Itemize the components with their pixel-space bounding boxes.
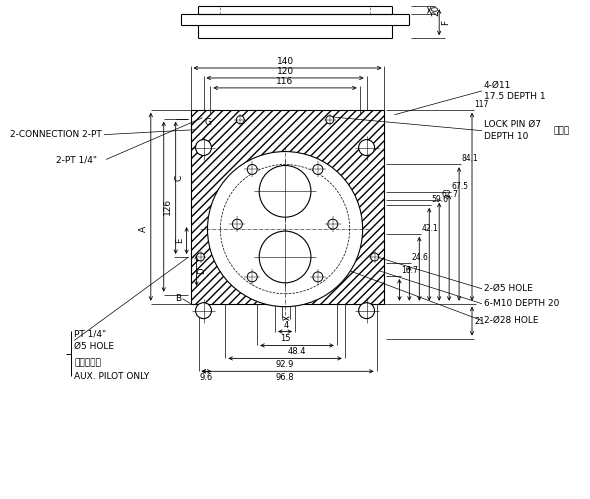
- Text: 84.1: 84.1: [461, 154, 478, 163]
- Bar: [191, 110, 385, 304]
- Circle shape: [313, 165, 323, 175]
- Text: 固定稊: 固定稊: [553, 126, 570, 135]
- Text: C: C: [174, 175, 183, 181]
- Text: 48.4: 48.4: [288, 347, 306, 356]
- Text: 輔助引導孔: 輔助引導孔: [74, 358, 101, 367]
- Text: 21: 21: [474, 316, 484, 326]
- Text: 16.7: 16.7: [401, 266, 418, 275]
- Text: 2-PT 1/4": 2-PT 1/4": [56, 155, 97, 164]
- Circle shape: [247, 165, 257, 175]
- Text: 2-Ø5 HOLE: 2-Ø5 HOLE: [484, 284, 533, 293]
- Text: 6-M10 DEPTH 20: 6-M10 DEPTH 20: [484, 299, 559, 308]
- Text: 4-Ø11: 4-Ø11: [484, 80, 512, 89]
- Circle shape: [359, 303, 375, 319]
- Text: 4: 4: [283, 320, 289, 330]
- Circle shape: [237, 116, 244, 124]
- Text: 96.8: 96.8: [276, 373, 294, 382]
- Text: A: A: [139, 226, 148, 232]
- Circle shape: [208, 152, 363, 307]
- Text: 62.7: 62.7: [441, 190, 458, 199]
- Text: 120: 120: [277, 67, 294, 76]
- Text: 92.9: 92.9: [276, 360, 294, 369]
- Circle shape: [328, 219, 337, 229]
- Text: DEPTH 10: DEPTH 10: [484, 132, 528, 141]
- Circle shape: [259, 231, 311, 283]
- Text: F: F: [441, 19, 450, 25]
- Text: Ø5 HOLE: Ø5 HOLE: [74, 342, 114, 351]
- Text: AUX. PILOT ONLY: AUX. PILOT ONLY: [74, 372, 149, 381]
- Text: 9.6: 9.6: [200, 373, 213, 382]
- Text: 2-CONNECTION 2-PT: 2-CONNECTION 2-PT: [9, 130, 101, 139]
- Circle shape: [195, 140, 211, 156]
- Text: 2-Ø28 HOLE: 2-Ø28 HOLE: [484, 316, 539, 325]
- Circle shape: [247, 272, 257, 282]
- Text: 17.5 DEPTH 1: 17.5 DEPTH 1: [484, 92, 546, 101]
- Text: 126: 126: [163, 198, 172, 215]
- Circle shape: [313, 272, 323, 282]
- Text: E: E: [176, 238, 185, 243]
- Circle shape: [371, 253, 379, 261]
- Text: 116: 116: [277, 77, 294, 86]
- Text: B: B: [176, 294, 182, 303]
- Text: 59.6: 59.6: [431, 195, 448, 204]
- Text: 24.6: 24.6: [411, 253, 428, 262]
- Circle shape: [195, 303, 211, 319]
- Text: 20: 20: [431, 4, 440, 16]
- Text: 42.1: 42.1: [421, 224, 438, 233]
- Text: 67.5: 67.5: [451, 182, 468, 191]
- Text: G: G: [205, 118, 212, 127]
- Text: 140: 140: [277, 57, 294, 66]
- Text: 117: 117: [474, 100, 489, 109]
- Text: LOCK PIN Ø7: LOCK PIN Ø7: [484, 120, 541, 129]
- Text: 15: 15: [280, 333, 290, 342]
- Circle shape: [232, 219, 242, 229]
- Circle shape: [259, 166, 311, 217]
- Circle shape: [359, 140, 375, 156]
- Circle shape: [326, 116, 334, 124]
- Text: D: D: [198, 267, 206, 273]
- Circle shape: [196, 253, 205, 261]
- Text: PT 1/4": PT 1/4": [74, 329, 106, 338]
